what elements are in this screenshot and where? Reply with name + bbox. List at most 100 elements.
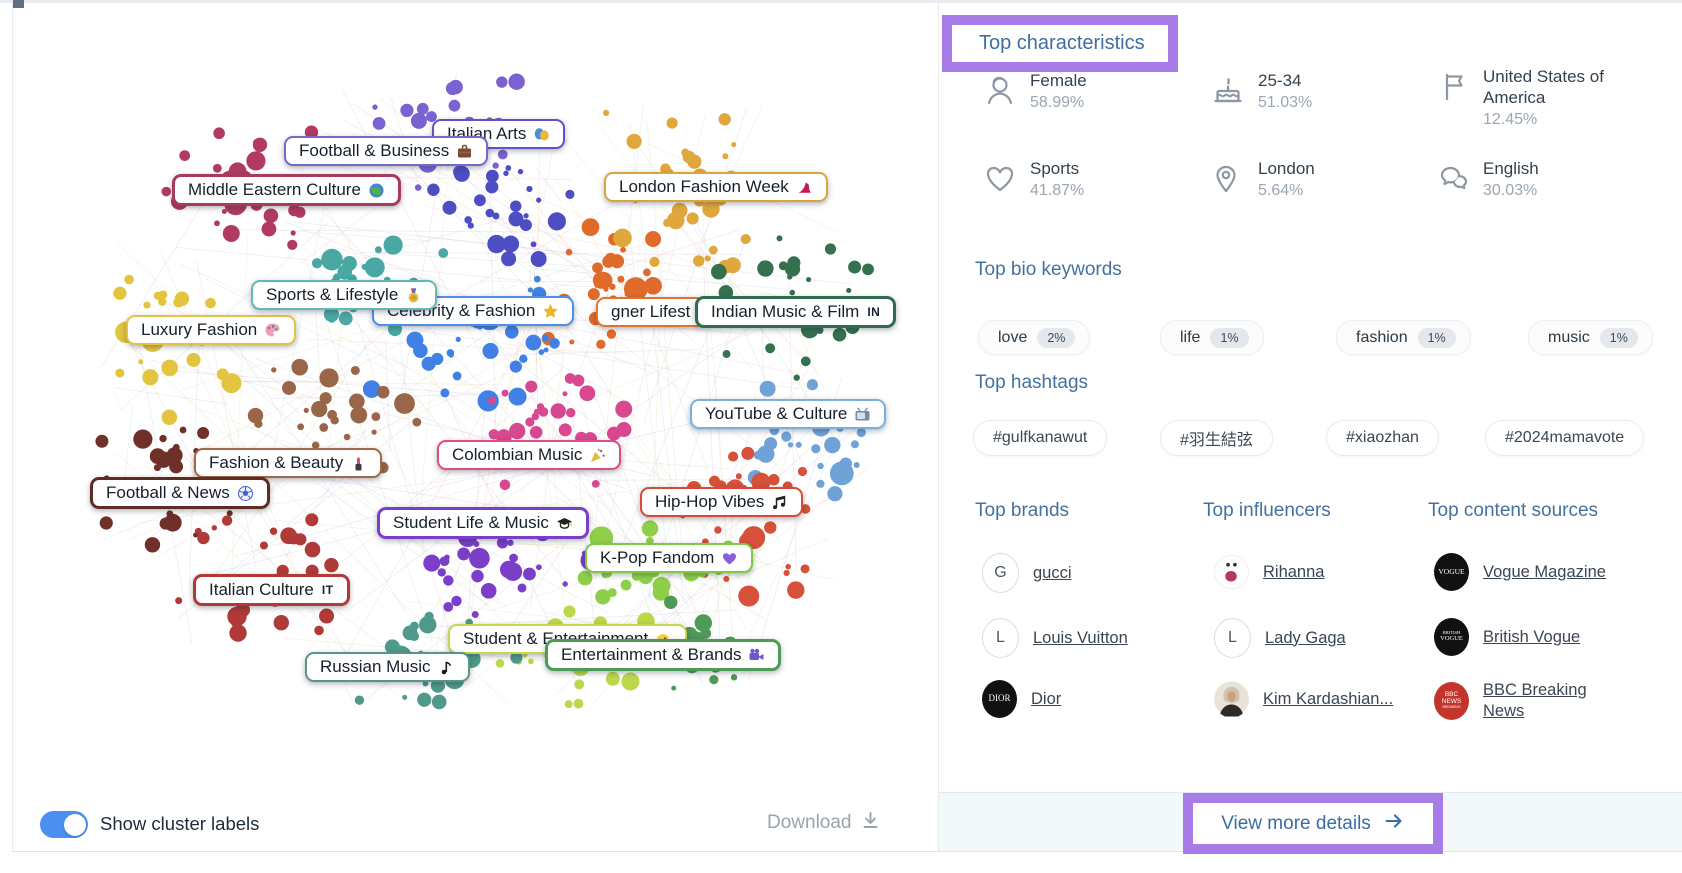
brands-link[interactable]: gucci: [1033, 563, 1072, 582]
scrollbar-fragment: [13, 0, 24, 8]
cluster-label-fashion-beauty[interactable]: Fashion & Beauty: [194, 448, 383, 478]
hashtag-text: #xiaozhan: [1346, 429, 1419, 446]
cluster-label-italian-culture[interactable]: Italian Culture IT: [193, 574, 350, 606]
star-icon: [542, 303, 559, 320]
hashtags-heading: Top hashtags: [975, 372, 1089, 393]
cluster-label-text: Sports & Lifestyle: [266, 285, 399, 304]
logo-text: DIOR: [988, 693, 1011, 704]
pin-icon: [1208, 160, 1246, 202]
influencers-row: Kim Kardashian...: [1214, 680, 1393, 718]
download-icon: [861, 810, 880, 836]
music-note-icon: [438, 659, 455, 676]
cluster-label-luxury-fashion[interactable]: Luxury Fashion: [126, 315, 297, 345]
avatar: L: [982, 618, 1019, 658]
cluster-label-designer-lifestyle-partial[interactable]: gner Lifest: [596, 297, 706, 327]
logo-text: VOGUE: [1440, 634, 1463, 642]
download-label: Download: [767, 812, 852, 833]
sources-link[interactable]: BBC Breaking News: [1483, 681, 1587, 720]
cluster-label-colombian-music[interactable]: Colombian Music: [437, 440, 622, 470]
panel-title: Top characteristics: [979, 32, 1145, 54]
grad-cap-icon: [556, 515, 573, 532]
country-code-suffix: IT: [321, 583, 334, 597]
annotation-highlight-button: View more details: [1183, 793, 1443, 854]
cluster-label-text: Russian Music: [320, 657, 431, 676]
cluster-label-text: Italian Culture: [209, 580, 314, 599]
cluster-label-russian-music[interactable]: Russian Music: [305, 652, 470, 682]
bio-keyword-pill: life 1%: [1160, 320, 1264, 355]
cluster-label-middle-eastern-culture[interactable]: Middle Eastern Culture: [172, 174, 401, 206]
influencers-link[interactable]: Rihanna: [1263, 562, 1325, 581]
soccer-icon: [237, 485, 254, 502]
avatar: VOGUE: [1434, 553, 1469, 591]
brands-link[interactable]: Louis Vuitton: [1033, 628, 1128, 647]
bio-keyword-pill: love 2%: [978, 320, 1091, 355]
cluster-label-text: Luxury Fashion: [141, 320, 258, 339]
panel-divider: [938, 3, 939, 852]
view-more-details-button[interactable]: View more details: [1193, 803, 1433, 844]
sources-row: BBC NEWS BREAKING BBC Breaking News: [1434, 680, 1621, 722]
sources-heading: Top content sources: [1428, 500, 1599, 521]
brands-row: DIOR Dior: [982, 680, 1061, 718]
cluster-label-kpop-fandom[interactable]: K-Pop Fandom: [585, 543, 754, 573]
avatar: [1214, 680, 1249, 718]
cluster-label-hip-hop-vibes[interactable]: Hip-Hop Vibes: [640, 487, 804, 517]
view-more-details-label: View more details: [1221, 812, 1371, 834]
cluster-label-entertainment-brands[interactable]: Entertainment & Brands: [545, 639, 782, 671]
cluster-label-student-life-music[interactable]: Student Life & Music: [377, 507, 589, 539]
cluster-label-sports-lifestyle[interactable]: Sports & Lifestyle: [251, 280, 438, 310]
brands-link[interactable]: Dior: [1031, 689, 1062, 708]
arrow-right-icon: [1383, 811, 1405, 837]
characteristic-label: United States of America: [1483, 67, 1604, 107]
influencers-heading: Top influencers: [1203, 500, 1331, 521]
cluster-label-text: Football & Business: [299, 141, 450, 160]
palette-icon: [264, 322, 281, 339]
cluster-label-text: Student Life & Music: [393, 513, 549, 532]
cluster-label-football-news[interactable]: Football & News: [90, 477, 270, 509]
left-card-border: [12, 3, 13, 852]
bio-keyword-text: life: [1180, 328, 1201, 346]
characteristic-value: 12.45%: [1483, 111, 1538, 128]
bio-keyword-text: fashion: [1356, 328, 1408, 346]
influencers-link[interactable]: Lady Gaga: [1265, 628, 1346, 647]
brands-row: L Louis Vuitton: [982, 618, 1128, 658]
heel-icon: [796, 179, 813, 196]
brands-heading: Top brands: [975, 500, 1070, 521]
music-notes-icon: [771, 494, 788, 511]
influencers-link[interactable]: Kim Kardashian...: [1263, 689, 1394, 708]
cluster-label-london-fashion-week[interactable]: London Fashion Week: [604, 172, 828, 202]
bio-keyword-percent: 1%: [1417, 327, 1456, 348]
lipstick-icon: [350, 455, 367, 472]
characteristic-label: 25-34: [1258, 71, 1302, 90]
hashtag-text: #2024mamavote: [1505, 429, 1625, 446]
cluster-label-indian-music-film[interactable]: Indian Music & Film IN: [695, 296, 897, 328]
masks-icon: [533, 126, 550, 143]
sources-row: VOGUE Vogue Magazine: [1434, 553, 1606, 591]
characteristic-value: 30.03%: [1483, 182, 1538, 199]
cluster-label-text: London Fashion Week: [619, 177, 789, 196]
cluster-label-text: Football & News: [106, 483, 230, 502]
avatar: [1214, 553, 1249, 591]
bio-keyword-text: love: [998, 328, 1028, 346]
characteristic-label: London: [1258, 159, 1315, 178]
characteristic: 25-34 51.03%: [1258, 70, 1312, 112]
bio-keyword-percent: 1%: [1599, 327, 1638, 348]
hashtag-text: #gulfkanawut: [993, 429, 1088, 446]
hashtag-pill: #羽生結弦: [1160, 420, 1273, 456]
cluster-label-text: Fashion & Beauty: [209, 453, 344, 472]
cake-icon: [1210, 72, 1248, 114]
purple-heart-icon: [721, 550, 738, 567]
sources-link[interactable]: British Vogue: [1483, 627, 1581, 646]
show-cluster-labels-toggle[interactable]: [40, 811, 88, 838]
cluster-label-youtube-culture[interactable]: YouTube & Culture: [690, 399, 887, 429]
sources-row: BRITISH VOGUE British Vogue: [1434, 618, 1580, 656]
sources-link[interactable]: Vogue Magazine: [1483, 562, 1606, 581]
cluster-label-football-business[interactable]: Football & Business: [284, 136, 489, 166]
cluster-label-text: Colombian Music: [452, 445, 583, 464]
movie-camera-icon: [748, 647, 765, 664]
characteristic-value: 58.99%: [1030, 94, 1085, 111]
characteristic-value: 51.03%: [1258, 94, 1313, 111]
download-button[interactable]: Download: [767, 810, 880, 836]
bio-keywords-heading: Top bio keywords: [975, 259, 1122, 280]
